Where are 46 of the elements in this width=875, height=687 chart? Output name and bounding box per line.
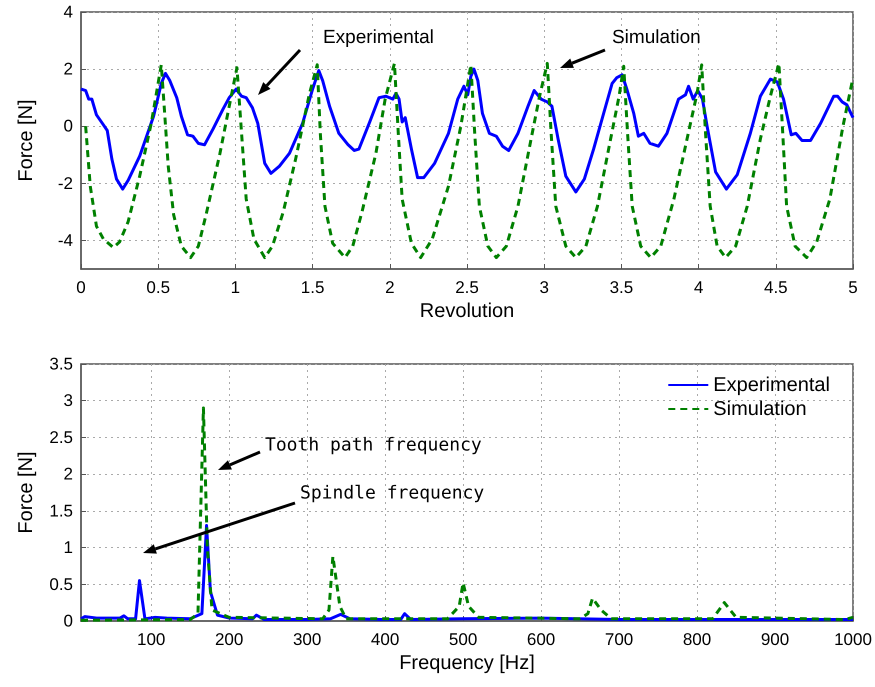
x-tick-label: 0 [76, 278, 86, 297]
y-tick-label: 2 [64, 464, 73, 484]
x-tick-label: 1000 [834, 630, 872, 649]
y-axis-title: Force [N] [15, 99, 37, 182]
x-tick-label: 900 [760, 630, 790, 649]
x-tick-label: 200 [214, 630, 244, 649]
y-axis-title: Force [N] [15, 451, 37, 534]
x-tick-label: 800 [682, 630, 712, 649]
line-series [84, 62, 854, 260]
y-tick-label: 2.5 [49, 428, 73, 447]
y-tick-label: 3 [64, 391, 73, 410]
x-tick-label: 700 [604, 630, 634, 649]
x-tick-label: 5 [848, 278, 858, 297]
x-tick-label: 400 [370, 630, 400, 649]
y-tick-label: 4 [64, 2, 73, 22]
y-tick-label: -2 [58, 174, 73, 193]
x-tick-label: 1.5 [300, 278, 324, 297]
annotation: Simulation [612, 27, 701, 49]
x-tick-label: 100 [136, 630, 166, 649]
y-tick-label: 0 [64, 116, 73, 136]
x-tick-label: 500 [448, 630, 478, 649]
x-tick-label: 3.5 [610, 278, 634, 297]
annotation: Spindle frequency [300, 482, 484, 504]
y-tick-label: 3.5 [49, 354, 73, 374]
x-tick-label: 2 [385, 278, 395, 297]
y-tick-label: 1 [64, 538, 73, 558]
x-tick-label: 0.5 [146, 278, 170, 297]
x-tick-label: 1 [230, 278, 240, 297]
legend-label: Experimental [713, 374, 830, 396]
y-tick-label: 0 [64, 612, 73, 630]
line-series [80, 68, 854, 194]
y-tick-label: 2 [64, 60, 73, 79]
y-tick-label: -4 [58, 230, 73, 250]
x-tick-label: 3 [539, 278, 549, 297]
y-tick-label: 1.5 [49, 501, 73, 520]
annotation: Experimental [323, 27, 434, 49]
x-axis-title: Revolution [420, 300, 514, 322]
annotation: Tooth path frequency [265, 434, 482, 456]
legend-label: Simulation [713, 398, 807, 420]
y-tick-label: 0.5 [49, 574, 73, 594]
x-axis-title: Frequency [Hz] [399, 652, 535, 674]
x-tick-label: 4 [694, 278, 704, 297]
x-tick-label: 2.5 [455, 278, 479, 297]
x-tick-label: 4.5 [764, 278, 788, 297]
x-tick-label: 300 [292, 630, 322, 649]
x-tick-label: 600 [526, 630, 556, 649]
